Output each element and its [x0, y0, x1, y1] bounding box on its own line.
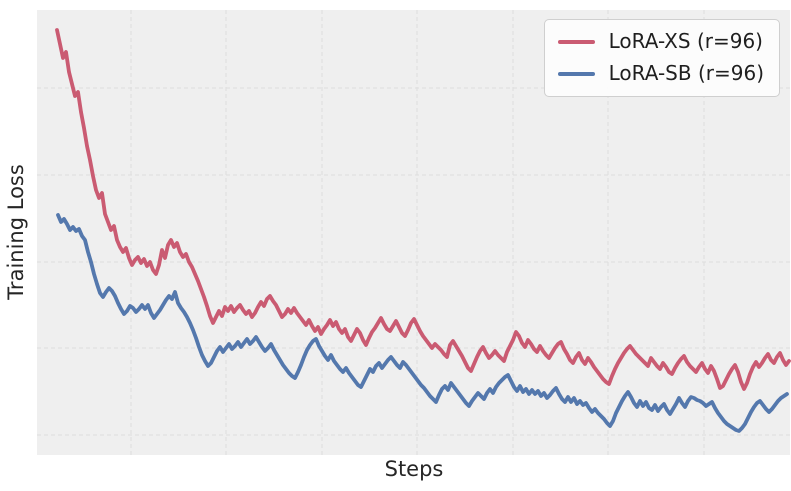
- lora-xs-line-swatch: [557, 39, 595, 44]
- x-axis-label: Steps: [384, 457, 444, 481]
- legend-label-lora-sb: LoRA-SB (r=96): [608, 61, 764, 85]
- legend-label-lora-xs: LoRA-XS (r=96): [608, 29, 763, 53]
- legend-item-lora-sb: LoRA-SB (r=96): [557, 61, 764, 86]
- legend: LoRA-XS (r=96) LoRA-SB (r=96): [543, 19, 780, 97]
- lora-sb-line-swatch: [557, 71, 595, 76]
- y-axis-label: Training Loss: [4, 164, 28, 300]
- legend-item-lora-xs: LoRA-XS (r=96): [557, 29, 764, 54]
